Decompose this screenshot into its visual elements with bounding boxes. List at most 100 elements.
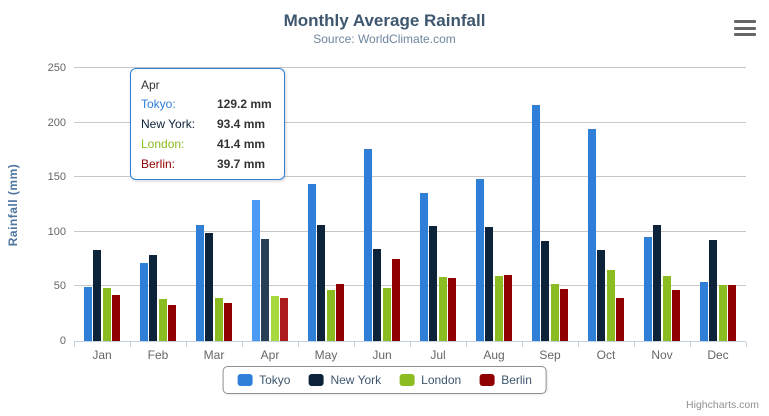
bar-new-york-aug[interactable] — [485, 227, 494, 341]
y-axis-tick-label: 50 — [53, 280, 66, 293]
bar-tokyo-jun[interactable] — [363, 148, 372, 341]
tooltip-series-value: 41.4 mm — [217, 137, 266, 151]
legend-item-new-york[interactable]: New York — [308, 373, 381, 387]
bar-london-apr[interactable] — [270, 295, 279, 341]
bar-new-york-jan[interactable] — [93, 249, 102, 341]
x-axis-line — [74, 341, 746, 342]
bar-london-nov[interactable] — [662, 276, 671, 341]
hamburger-bar — [734, 20, 756, 23]
tooltip-series-label: Berlin: — [141, 157, 176, 171]
bar-berlin-jan[interactable] — [112, 294, 121, 341]
chart-title: Monthly Average Rainfall — [283, 11, 486, 30]
tooltip-series-label: New York: — [141, 117, 196, 131]
x-axis-tick — [746, 342, 747, 347]
legend-item-tokyo[interactable]: Tokyo — [237, 373, 290, 387]
x-axis-tick — [410, 342, 411, 347]
bar-berlin-sep[interactable] — [560, 289, 569, 341]
bar-berlin-may[interactable] — [336, 283, 345, 341]
y-axis-tick-label: 250 — [47, 62, 66, 74]
x-axis-tick — [186, 342, 187, 347]
bar-london-may[interactable] — [326, 289, 335, 341]
legend-item-berlin[interactable]: Berlin — [479, 373, 532, 387]
x-axis-category-label: Jun — [372, 348, 392, 362]
tooltip-row: Tokyo: 129.2 mm — [141, 94, 274, 114]
bar-new-york-may[interactable] — [317, 225, 326, 341]
bar-london-dec[interactable] — [718, 285, 727, 341]
tooltip-series-value: 39.7 mm — [217, 157, 266, 171]
bar-berlin-oct[interactable] — [616, 298, 625, 341]
x-axis-tick — [634, 342, 635, 347]
hamburger-menu-icon[interactable] — [733, 20, 757, 36]
x-axis-tick — [578, 342, 579, 347]
legend-label: Berlin — [501, 373, 532, 387]
gridline — [74, 285, 746, 287]
bar-tokyo-may[interactable] — [307, 183, 316, 341]
bar-tokyo-dec[interactable] — [699, 281, 708, 341]
x-axis-category-label: Sep — [539, 348, 561, 362]
bar-tokyo-jul[interactable] — [419, 192, 428, 341]
bar-london-oct[interactable] — [606, 269, 615, 341]
x-axis-category-label: Jul — [430, 348, 446, 362]
bar-london-feb[interactable] — [158, 298, 167, 341]
bar-tokyo-feb[interactable] — [139, 262, 148, 341]
legend-label: New York — [330, 373, 382, 387]
bar-london-jul[interactable] — [438, 276, 447, 341]
bar-tokyo-oct[interactable] — [587, 129, 596, 341]
x-axis-tick — [354, 342, 355, 347]
bar-new-york-apr[interactable] — [261, 239, 270, 341]
legend-swatch-icon — [399, 374, 415, 386]
gridline — [74, 121, 746, 123]
bar-berlin-dec[interactable] — [728, 285, 737, 341]
tooltip-row: New York: 93.4 mm — [141, 114, 274, 134]
bar-new-york-sep[interactable] — [541, 241, 550, 341]
y-axis-tick-label: 200 — [47, 116, 66, 129]
bar-new-york-oct[interactable] — [597, 249, 606, 341]
bar-tokyo-jan[interactable] — [83, 286, 92, 341]
x-axis-tick — [298, 342, 299, 347]
bar-berlin-mar[interactable] — [224, 303, 233, 341]
x-axis-tick — [74, 342, 75, 347]
bar-new-york-feb[interactable] — [149, 254, 158, 341]
bar-berlin-nov[interactable] — [672, 289, 681, 341]
highcharts-credit-link[interactable]: Highcharts.com — [686, 399, 759, 411]
legend-item-london[interactable]: London — [399, 373, 461, 387]
x-axis-category-label: Feb — [147, 348, 169, 362]
bar-tokyo-aug[interactable] — [475, 178, 484, 341]
bar-berlin-feb[interactable] — [168, 304, 177, 341]
bar-new-york-jun[interactable] — [373, 248, 382, 341]
tooltip-category: Apr — [141, 78, 160, 92]
bar-tokyo-apr[interactable] — [251, 199, 260, 341]
bar-berlin-apr[interactable] — [280, 297, 289, 341]
tooltip-row: London: 41.4 mm — [141, 134, 274, 154]
bar-london-sep[interactable] — [550, 283, 559, 341]
bar-new-york-nov[interactable] — [653, 224, 662, 341]
bar-new-york-dec[interactable] — [709, 240, 718, 341]
y-axis-title: Rainfall (mm) — [6, 163, 20, 247]
x-axis-category-label: Apr — [260, 348, 280, 362]
bar-london-aug[interactable] — [494, 275, 503, 341]
hamburger-bar — [734, 33, 756, 36]
hamburger-bar — [734, 26, 756, 30]
legend-swatch-icon — [479, 374, 495, 386]
bar-berlin-jul[interactable] — [448, 278, 457, 341]
bar-tokyo-sep[interactable] — [531, 104, 540, 341]
bar-berlin-aug[interactable] — [504, 275, 513, 341]
bar-london-jun[interactable] — [382, 288, 391, 341]
bar-tokyo-nov[interactable] — [643, 236, 652, 341]
gridline — [74, 176, 746, 178]
bar-london-mar[interactable] — [214, 298, 223, 341]
x-axis-tick — [466, 342, 467, 347]
bar-tokyo-mar[interactable] — [195, 224, 204, 341]
tooltip-series-label: Tokyo: — [141, 97, 176, 111]
y-axis-tick-label: 0 — [59, 335, 66, 347]
bar-london-jan[interactable] — [102, 287, 111, 341]
bar-berlin-jun[interactable] — [392, 258, 401, 341]
x-axis-category-label: Aug — [483, 348, 505, 362]
tooltip-row: Berlin: 39.7 mm — [141, 154, 274, 174]
bar-new-york-jul[interactable] — [429, 226, 438, 341]
tooltip-rows: Tokyo: 129.2 mm New York: 93.4 mm London: 41.… — [141, 94, 274, 174]
x-axis-tick — [522, 342, 523, 347]
bar-new-york-mar[interactable] — [205, 233, 214, 341]
legend-swatch-icon — [308, 374, 324, 386]
